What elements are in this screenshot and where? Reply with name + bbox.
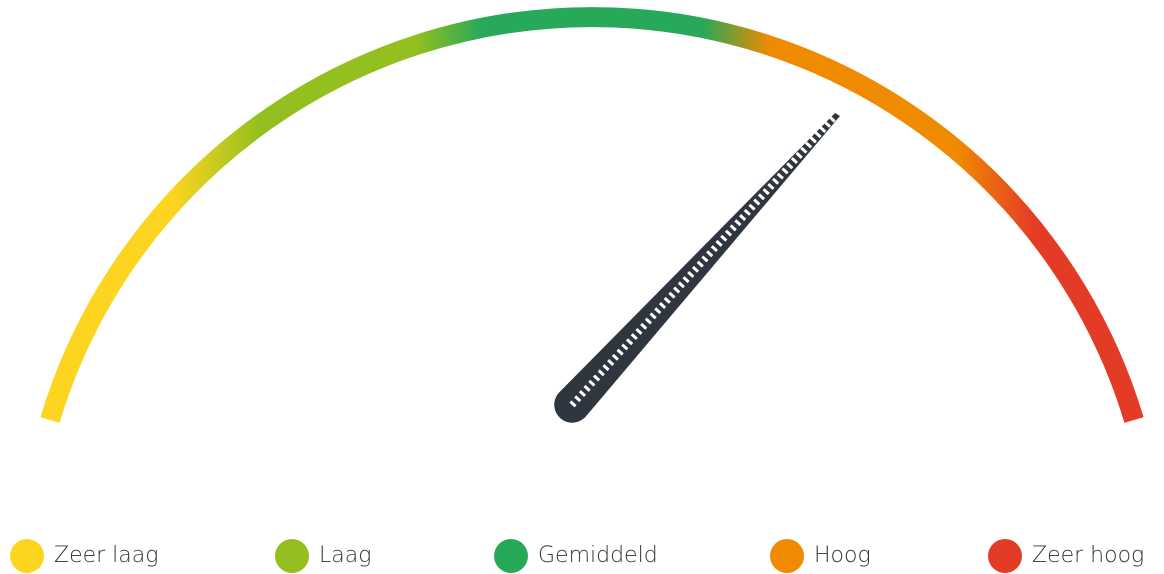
legend-label: Hoog [814,543,871,568]
legend-dot [494,539,528,573]
legend-item: Zeer hoog [988,537,1144,574]
legend-item: Laag [275,537,371,574]
legend-label: Zeer hoog [1032,543,1144,568]
gauge [0,0,1164,530]
legend-dot [10,539,44,573]
legend-label: Laag [319,543,371,568]
legend-label: Gemiddeld [538,543,658,568]
legend-dot [988,539,1022,573]
legend-label: Zeer laag [54,543,158,568]
legend-item: Zeer laag [10,537,158,574]
legend-dot [275,539,309,573]
legend-dot [770,539,804,573]
needle [554,113,840,423]
legend-item: Gemiddeld [494,537,658,574]
legend: Zeer laag Laag Gemiddeld Hoog Zeer hoog [0,537,1164,574]
legend-item: Hoog [770,537,871,574]
page: Zeer laagLaagGemiddeldHoogZeer hoog (() … [0,0,1164,574]
